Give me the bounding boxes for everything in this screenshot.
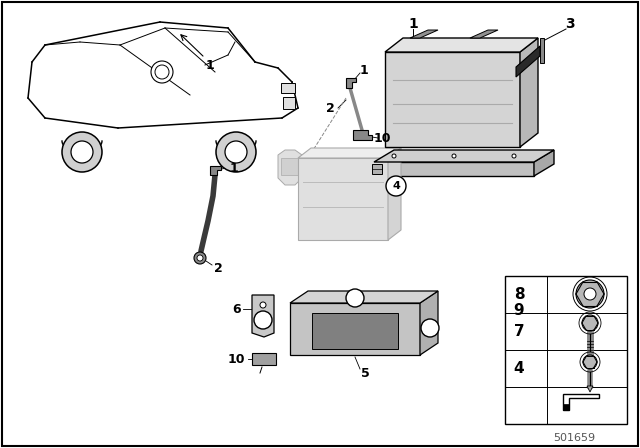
Text: 4: 4 <box>392 181 400 191</box>
Text: 6: 6 <box>233 302 241 315</box>
Circle shape <box>452 154 456 158</box>
Bar <box>374 162 534 176</box>
Circle shape <box>346 289 364 307</box>
Polygon shape <box>563 404 569 410</box>
Text: 1: 1 <box>205 59 214 72</box>
Polygon shape <box>385 38 538 52</box>
Polygon shape <box>563 394 599 410</box>
Text: 10: 10 <box>227 353 244 366</box>
Bar <box>281 83 295 93</box>
Circle shape <box>216 132 256 172</box>
Polygon shape <box>388 148 401 240</box>
Text: 7: 7 <box>514 323 524 339</box>
Polygon shape <box>540 38 544 63</box>
Text: 3: 3 <box>565 17 575 31</box>
Circle shape <box>254 311 272 329</box>
Polygon shape <box>374 150 554 162</box>
Text: 1: 1 <box>408 17 418 31</box>
Circle shape <box>584 288 596 300</box>
Circle shape <box>421 319 439 337</box>
Circle shape <box>71 141 93 163</box>
Text: 501659: 501659 <box>553 433 595 443</box>
Text: 7: 7 <box>351 293 358 303</box>
Polygon shape <box>516 46 540 77</box>
Circle shape <box>260 317 266 323</box>
Text: 4: 4 <box>514 361 524 375</box>
Polygon shape <box>278 150 302 185</box>
Polygon shape <box>372 164 382 174</box>
Text: 8: 8 <box>514 287 524 302</box>
Polygon shape <box>353 130 372 140</box>
Circle shape <box>151 61 173 83</box>
Text: 1: 1 <box>360 64 369 77</box>
Polygon shape <box>520 38 538 147</box>
Circle shape <box>155 65 169 79</box>
Polygon shape <box>410 30 438 38</box>
Circle shape <box>197 255 203 261</box>
Circle shape <box>386 176 406 196</box>
Polygon shape <box>252 295 274 337</box>
Polygon shape <box>290 303 420 355</box>
Circle shape <box>512 154 516 158</box>
Circle shape <box>582 315 598 331</box>
Circle shape <box>194 252 206 264</box>
Polygon shape <box>281 158 298 175</box>
Text: 10: 10 <box>373 132 391 145</box>
Circle shape <box>576 280 604 308</box>
Polygon shape <box>470 30 498 38</box>
Polygon shape <box>534 150 554 176</box>
Circle shape <box>260 302 266 308</box>
Text: 1: 1 <box>230 161 238 175</box>
Circle shape <box>583 355 597 369</box>
Text: 9: 9 <box>426 323 433 333</box>
Circle shape <box>225 141 247 163</box>
Polygon shape <box>420 291 438 355</box>
Polygon shape <box>298 148 401 158</box>
Bar <box>385 52 520 147</box>
Polygon shape <box>312 313 398 349</box>
Polygon shape <box>210 166 221 175</box>
Text: 2: 2 <box>326 102 334 115</box>
Circle shape <box>62 132 102 172</box>
Polygon shape <box>290 291 438 303</box>
Bar <box>283 97 295 109</box>
Bar <box>505 276 627 424</box>
Text: 9: 9 <box>514 302 524 318</box>
Bar <box>298 158 388 240</box>
Text: 8: 8 <box>260 315 266 325</box>
Circle shape <box>392 154 396 158</box>
Polygon shape <box>587 386 593 392</box>
Text: 2: 2 <box>214 262 222 275</box>
Text: 5: 5 <box>360 366 369 379</box>
Polygon shape <box>346 78 356 88</box>
Polygon shape <box>252 353 276 365</box>
